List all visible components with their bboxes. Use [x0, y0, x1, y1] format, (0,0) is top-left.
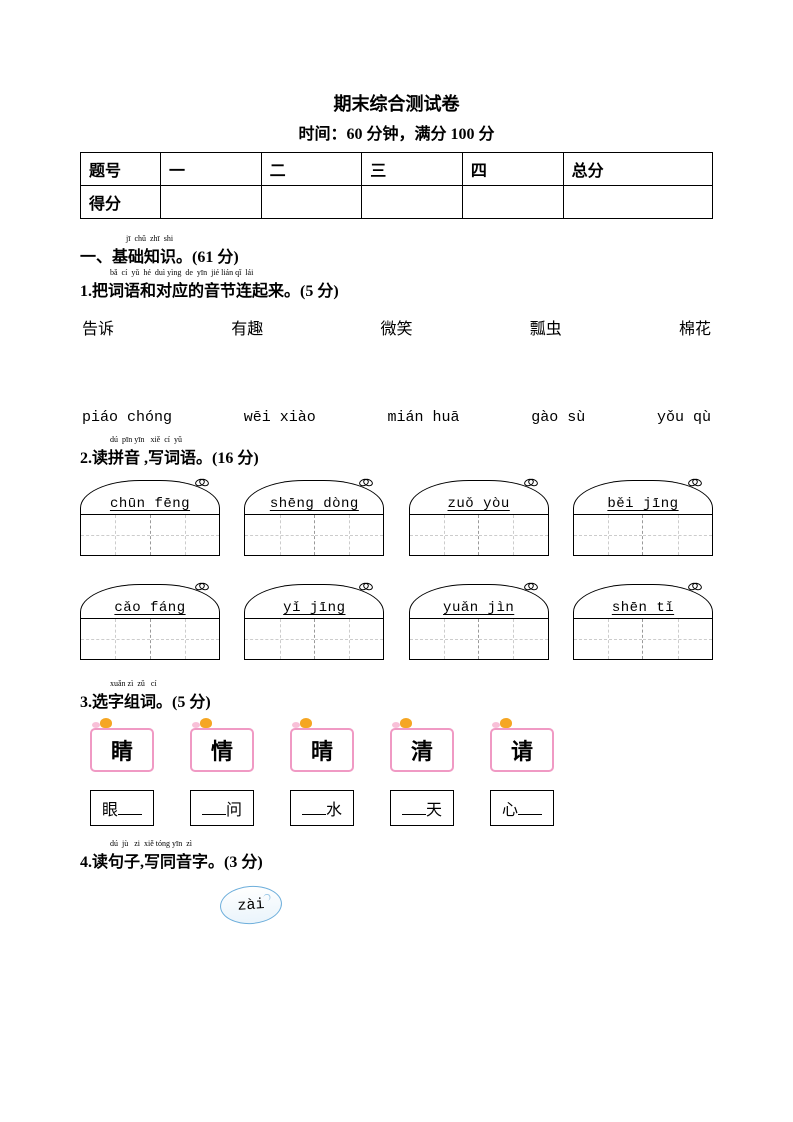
answer-box[interactable]: 眼 — [90, 790, 154, 826]
q1-word: 棉花 — [679, 315, 711, 339]
q1-pinyin-item: wēi xiào — [244, 409, 316, 426]
question-3-heading: xuǎn zì zǔ cí 3.选字组词。(5 分) — [80, 688, 713, 712]
writing-box: chūn fēng — [80, 480, 220, 556]
q3-answer-row: 眼 问 水 天 心 — [80, 790, 713, 826]
subtitle: 时间：60 分钟，满分 100 分 — [80, 120, 713, 144]
score-table: 题号 一 二 三 四 总分 得分 — [80, 152, 713, 219]
q1-word: 有趣 — [231, 315, 263, 339]
answer-box[interactable]: 问 — [190, 790, 254, 826]
q1-pinyin-item: gào sù — [531, 409, 585, 426]
q2-row-1: chūn fēng shēng dòng zuǒ yòu běi jīng — [80, 480, 713, 556]
knot-icon — [524, 477, 538, 487]
char-card: 睛 — [90, 728, 154, 772]
writing-box: yǐ jīng — [244, 584, 384, 660]
knot-icon — [359, 581, 373, 591]
q1-word-row: 告诉 有趣 微笑 瓢虫 棉花 — [80, 315, 713, 339]
char-card: 请 — [490, 728, 554, 772]
question-2-heading: dú pīn yīn xiě cí yǔ 2.读拼音 ,写词语。(16 分) — [80, 444, 713, 468]
q1-pinyin-item: mián huā — [387, 409, 459, 426]
knot-icon — [688, 477, 702, 487]
q3-char-row: 睛 情 晴 清 请 — [80, 728, 713, 772]
writing-box: shēng dòng — [244, 480, 384, 556]
q1-word: 告诉 — [82, 315, 114, 339]
knot-icon — [195, 477, 209, 487]
knot-icon — [688, 581, 702, 591]
knot-icon — [359, 477, 373, 487]
answer-box[interactable]: 水 — [290, 790, 354, 826]
writing-box: zuǒ yòu — [409, 480, 549, 556]
writing-box: shēn tǐ — [573, 584, 713, 660]
q1-pinyin-item: yǒu qù — [657, 409, 711, 426]
knot-icon — [195, 581, 209, 591]
writing-box: cǎo fáng — [80, 584, 220, 660]
q2-row-2: cǎo fáng yǐ jīng yuǎn jìn shēn tǐ — [80, 584, 713, 660]
pinyin-oval: zài — [219, 884, 283, 926]
answer-box[interactable]: 天 — [390, 790, 454, 826]
table-row: 题号 一 二 三 四 总分 — [81, 153, 713, 186]
table-row: 得分 — [81, 186, 713, 219]
answer-box[interactable]: 心 — [490, 790, 554, 826]
char-card: 清 — [390, 728, 454, 772]
knot-icon — [524, 581, 538, 591]
section-1-heading: jī chǔ zhī shi 一、基础知识。(61 分) — [80, 243, 713, 267]
q1-word: 瓢虫 — [530, 315, 562, 339]
title: 期末综合测试卷 — [80, 90, 713, 116]
document-header: 期末综合测试卷 时间：60 分钟，满分 100 分 — [80, 90, 713, 144]
question-1-heading: bǎ cí yǔ hé duì yìng de yīn jié lián qǐ … — [80, 277, 713, 301]
q1-pinyin-row: piáo chóng wēi xiào mián huā gào sù yǒu … — [80, 409, 713, 426]
question-4-heading: dú jù zi xiě tóng yīn zì 4.读句子,写同音字。(3 分… — [80, 848, 713, 872]
char-card: 情 — [190, 728, 254, 772]
writing-box: běi jīng — [573, 480, 713, 556]
writing-box: yuǎn jìn — [409, 584, 549, 660]
char-card: 晴 — [290, 728, 354, 772]
q1-pinyin-item: piáo chóng — [82, 409, 172, 426]
q1-word: 微笑 — [380, 315, 412, 339]
